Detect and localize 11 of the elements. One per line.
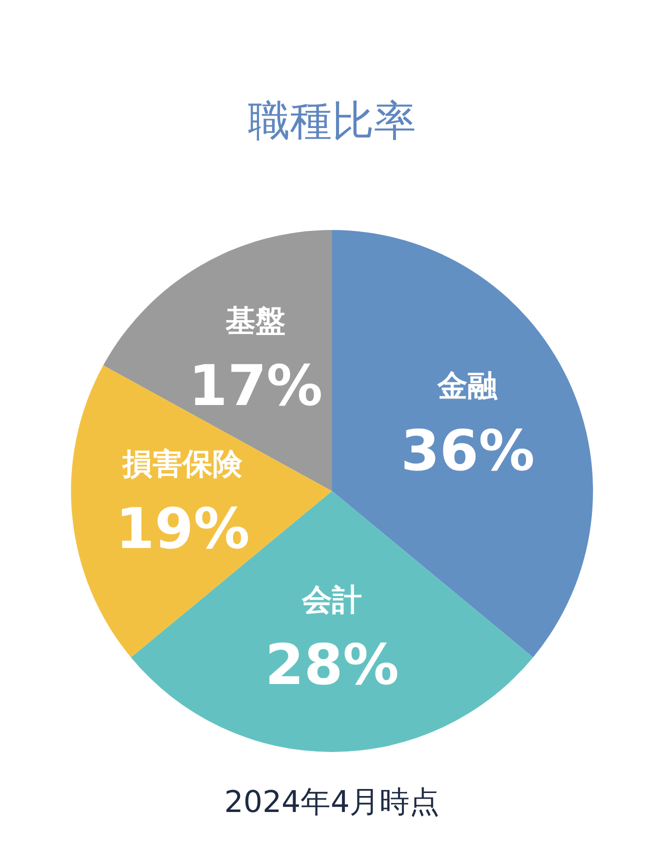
chart-title: 職種比率 <box>248 96 416 145</box>
slice-label: 損害保険 <box>122 447 244 482</box>
text: 2024年4月時点 <box>224 785 440 820</box>
data-label: 28% <box>264 633 400 698</box>
data-label: 36% <box>400 419 535 484</box>
slice-label: 会計 <box>301 583 362 618</box>
pie-slice <box>103 230 332 491</box>
data-label: 17% <box>188 354 323 419</box>
data-label: 19% <box>116 497 250 562</box>
slice-label: 基盤 <box>224 304 286 339</box>
slice-label: 金融 <box>436 369 499 404</box>
